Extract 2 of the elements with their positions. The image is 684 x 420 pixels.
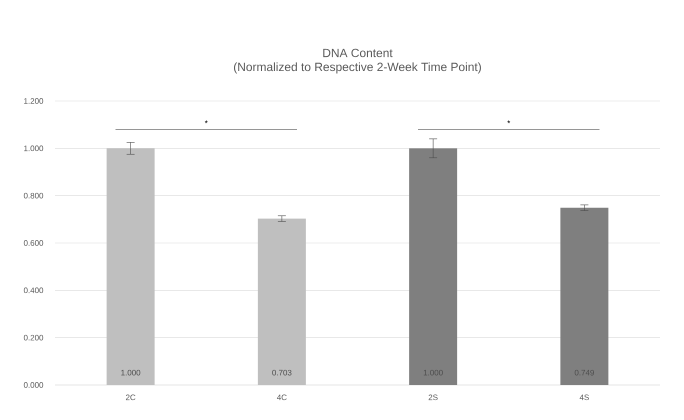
chart-title: DNA Content xyxy=(323,48,393,58)
chart-subtitle: (Normalized to Respective 2-Week Time Point) xyxy=(234,62,481,74)
